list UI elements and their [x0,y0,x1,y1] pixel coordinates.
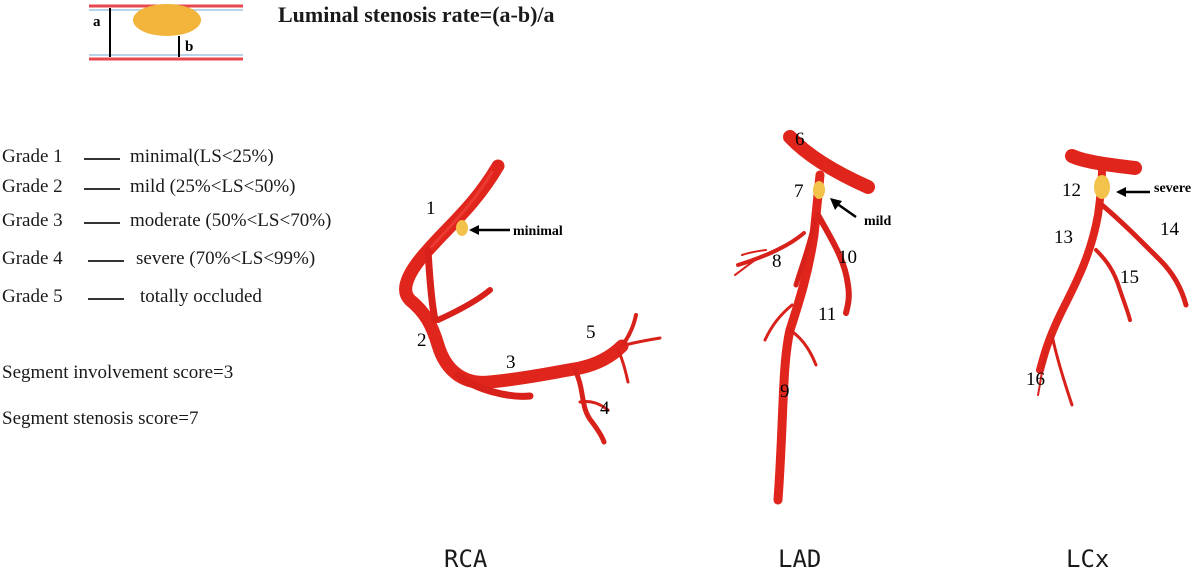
rca-twig [620,313,638,348]
lcx-branch-15 [1094,248,1132,322]
lcx-left-main [1065,149,1142,175]
lad-branch-8 [736,231,806,267]
lad-segment-label: 6 [795,129,805,150]
lad-segment-label: 9 [780,381,790,402]
label-b: b [185,39,193,55]
lad-segment-label: 11 [818,304,836,325]
grade-label: Grade 3 [2,210,63,231]
lad-diagonal-branch [815,212,852,316]
stenosis-formula: Luminal stenosis rate=(a-b)/a [278,2,555,27]
rca-twig [620,336,662,348]
rca-segment-label: 4 [600,398,610,419]
lcx-twig [1050,333,1074,407]
grade-label: Grade 1 [2,146,63,167]
grade-desc: minimal(LS<25%) [130,146,274,167]
stenosis-schematic: a b [89,4,243,61]
grade-desc: moderate (50%<LS<70%) [130,210,332,231]
lcx-arrow-head [1116,187,1126,197]
lad-artery-diagram: mild 6 7 8 9 10 11 [734,129,891,505]
rca-segment-label: 3 [506,352,516,373]
grade-desc: totally occluded [140,286,262,307]
grade-label: Grade 2 [2,176,63,197]
rca-highlight [425,170,494,254]
rca-title: RCA [444,545,488,573]
lcx-segment-label: 15 [1120,267,1139,288]
lad-plaque [813,181,825,199]
grade-desc: severe (70%<LS<99%) [136,248,316,269]
grade-dash [88,298,124,300]
lcx-plaque [1094,175,1110,199]
rca-twig [578,400,610,412]
rca-branch [454,371,534,400]
segment-involvement-score: Segment involvement score=3 [2,362,234,383]
lcx-lesion-label: severe [1154,181,1191,196]
grade-dash [84,222,120,224]
lcx-title: LCx [1066,545,1110,573]
lad-left-main [783,130,875,194]
lad-twig [734,256,761,276]
lcx-segment-label: 13 [1054,227,1073,248]
lcx-segment-label: 12 [1062,180,1081,201]
lcx-segment-label: 16 [1026,369,1045,390]
rca-lesion-label: minimal [513,224,563,239]
lad-twig [741,249,767,256]
rca-artery-diagram: minimal 1 2 3 4 5 [399,159,662,445]
lad-segment-label: 8 [772,251,782,272]
rca-segment-label: 2 [417,330,427,351]
rca-arrow-head [469,225,479,235]
lad-arrow-head [830,198,842,210]
lcx-artery-diagram: severe 12 13 14 15 16 [1026,149,1191,407]
grade-dash [88,260,124,262]
rca-segment-label: 1 [426,198,436,219]
lad-lesion-label: mild [864,214,891,229]
rca-branch [424,246,439,324]
lad-twig [763,303,794,342]
rca-segment-label: 5 [586,322,596,343]
plaque-shape [133,4,201,36]
label-a: a [93,14,101,30]
grade-label: Grade 5 [2,286,63,307]
lad-segment-label: 10 [838,247,857,268]
lad-twig [788,328,818,367]
lad-branch [793,217,818,288]
rca-main-vessel [399,159,629,389]
rca-twig [616,348,630,384]
grade-dash [84,188,120,190]
rca-branch-4 [572,367,607,445]
rca-branch [435,287,493,323]
lad-segment-label: 7 [794,181,804,202]
lcx-branch-14 [1099,202,1189,308]
grade-desc: mild (25%<LS<50%) [130,176,296,197]
segment-stenosis-score: Segment stenosis score=7 [2,408,199,429]
rca-plaque [456,220,468,236]
lcx-segment-label: 14 [1160,219,1180,240]
lad-title: LAD [778,545,822,573]
lad-arrow-line [835,201,857,219]
grade-dash [84,158,120,160]
grade-label: Grade 4 [2,248,63,269]
lcx-twig [1037,349,1047,396]
